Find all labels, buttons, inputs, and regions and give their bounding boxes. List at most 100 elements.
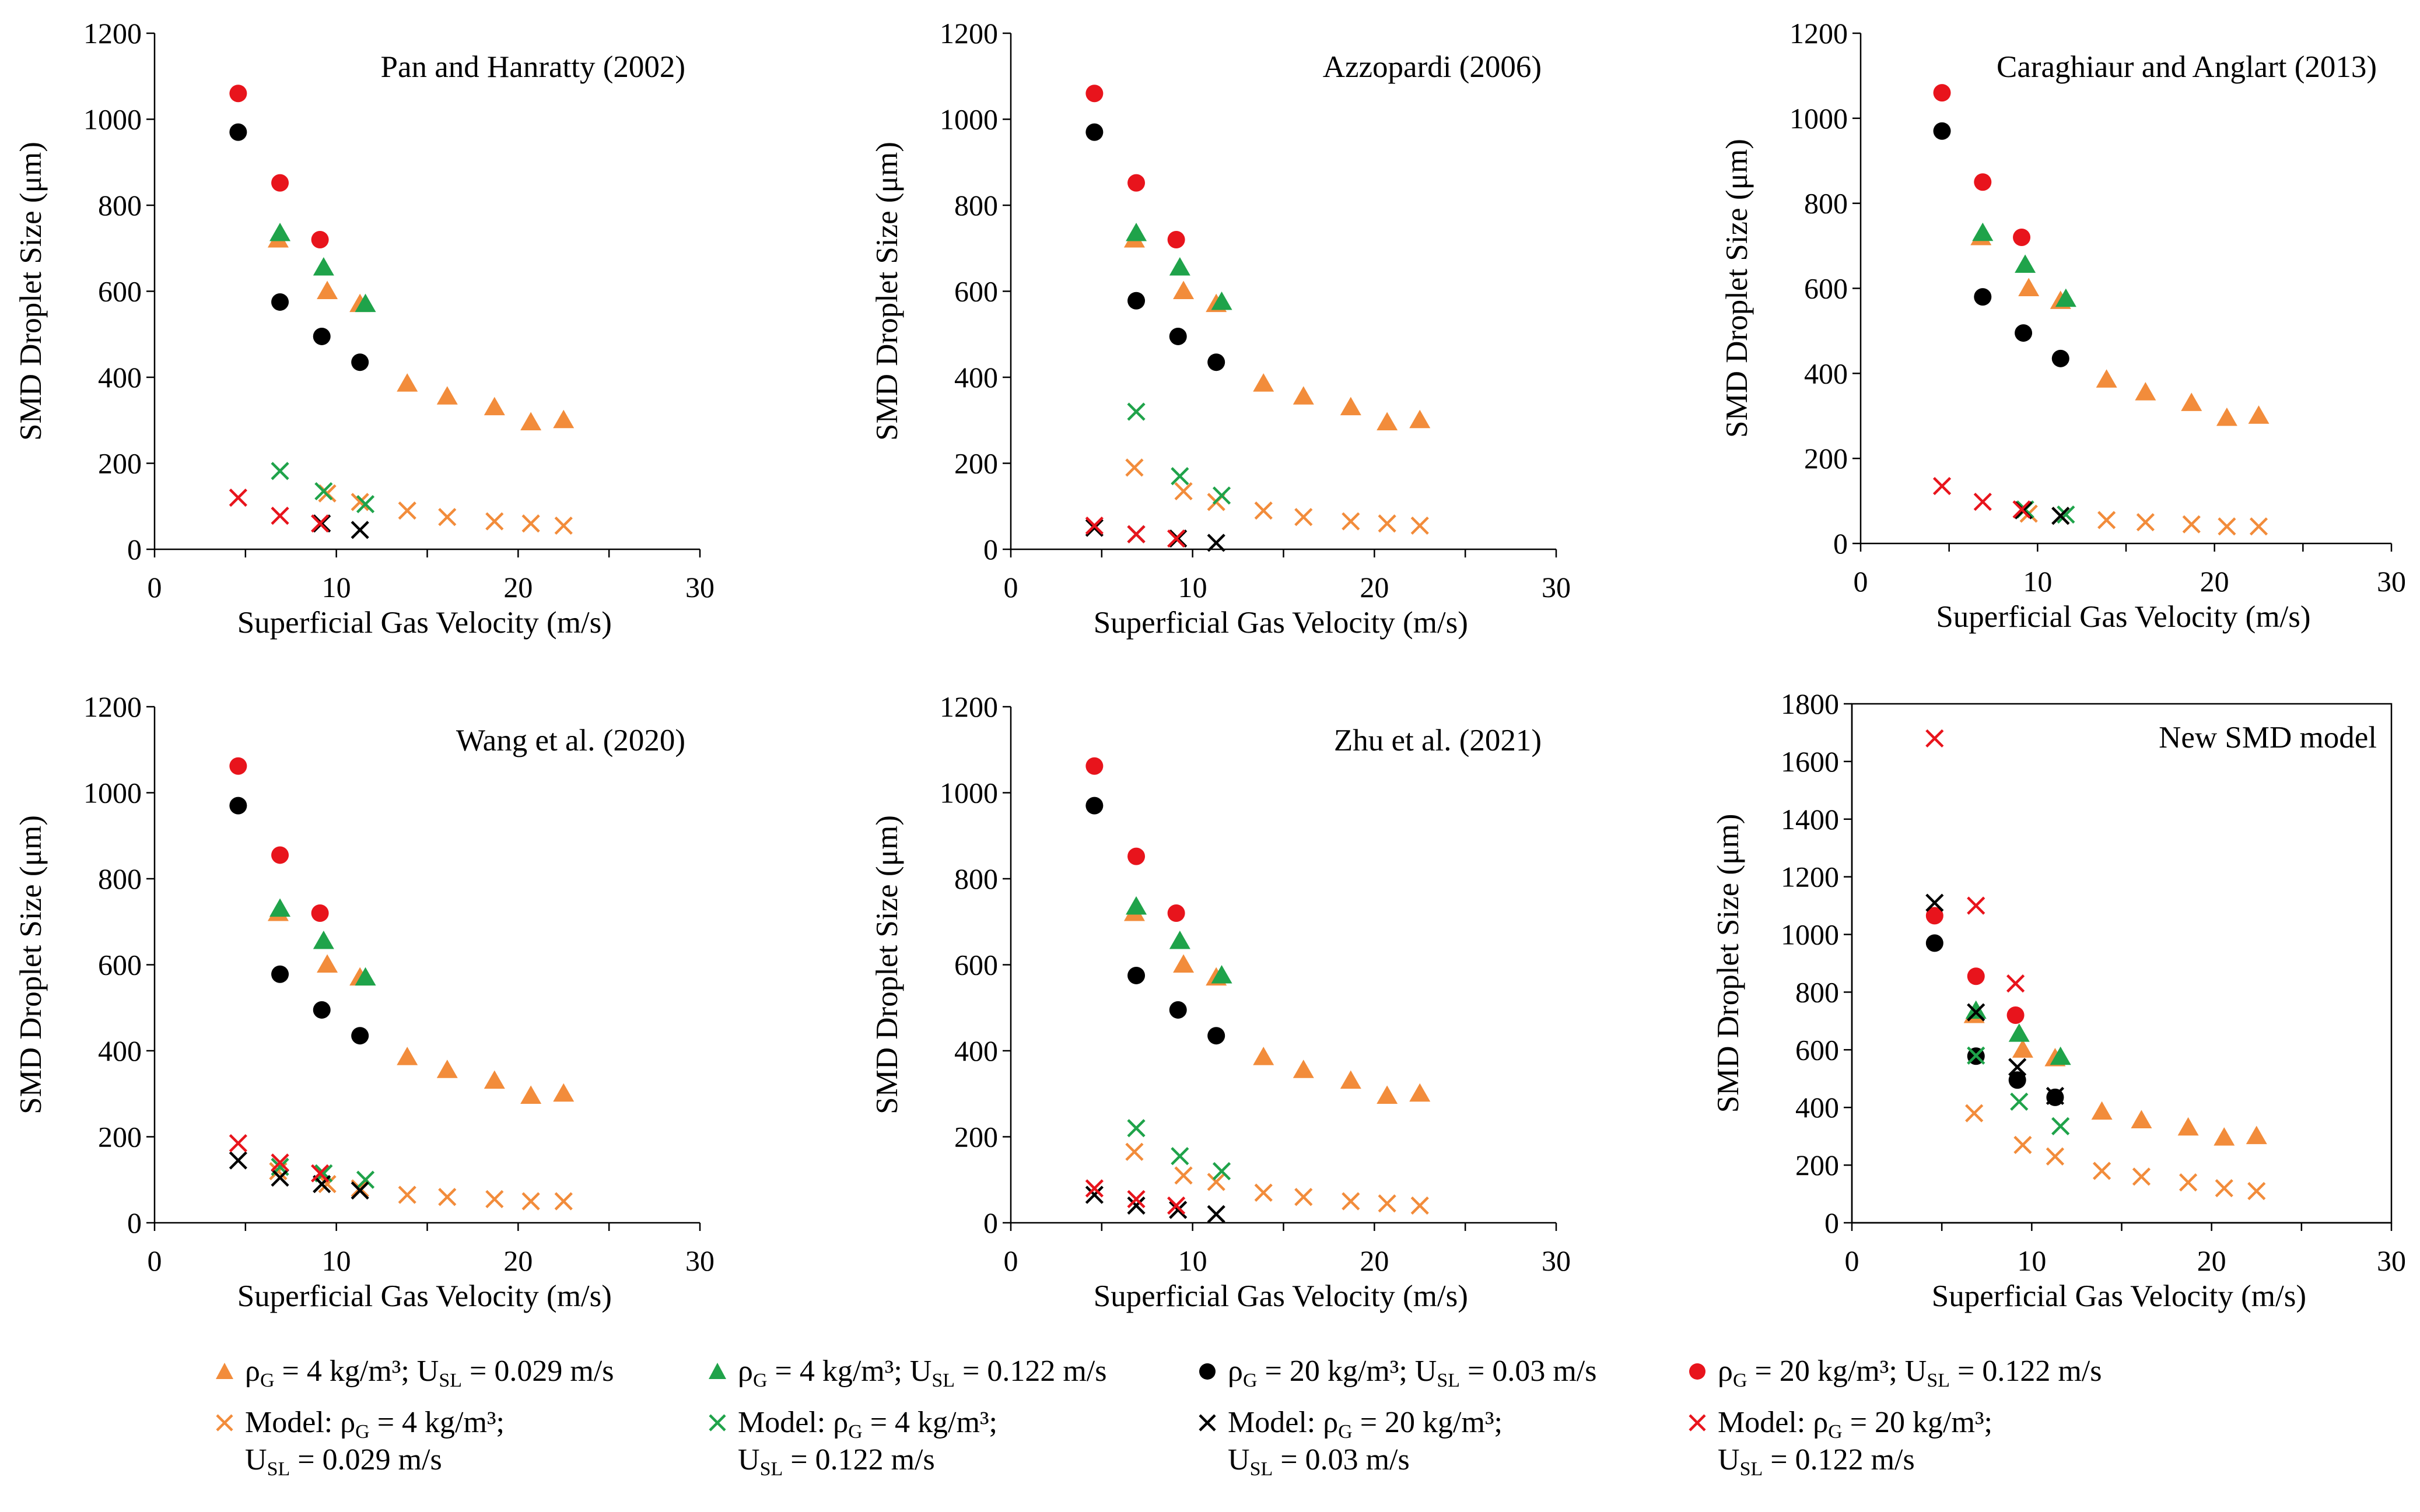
data-point-red_exp: [271, 174, 289, 192]
series-red_model: [229, 1134, 330, 1183]
data-point-orange_model: [1254, 1183, 1273, 1202]
data-point-orange_model: [1125, 458, 1144, 477]
data-point-red_exp: [271, 846, 289, 864]
data-point-orange_model: [554, 1192, 573, 1211]
axes-lines: [1010, 707, 1556, 1224]
data-point-red_model: [2006, 974, 2025, 993]
data-point-black_exp: [1169, 1001, 1187, 1019]
data-point-green_model: [1171, 1147, 1189, 1166]
x-axis-label: Superficial Gas Velocity (m/s): [1936, 600, 2310, 634]
data-point-red_model: [271, 506, 289, 525]
data-point-orange_exp: [1340, 397, 1361, 416]
x-axis-label: Superficial Gas Velocity (m/s): [1932, 1279, 2306, 1313]
data-point-black_model: [1169, 1201, 1188, 1219]
data-point-black_model: [1127, 1196, 1146, 1215]
legend-marker-triangle: [703, 1357, 738, 1386]
data-point-green_model: [314, 482, 333, 501]
series-green_exp: [269, 222, 376, 313]
data-point-orange_exp: [484, 397, 505, 416]
series-red_model: [1085, 1179, 1186, 1215]
series-red_exp: [1085, 85, 1185, 248]
y-tick-label: 800: [954, 189, 998, 222]
x-tick-label: 0: [148, 1244, 162, 1277]
data-point-red_exp: [2006, 1006, 2025, 1024]
x-tick-label: 10: [322, 1244, 351, 1277]
data-point-black_model: [1207, 534, 1225, 552]
series-red_model: [229, 488, 330, 533]
data-point-green_model: [1171, 467, 1189, 486]
y-tick-label: 800: [1795, 976, 1839, 1008]
data-point-orange_model: [1410, 516, 1429, 535]
x-axis-label: Superficial Gas Velocity (m/s): [237, 1279, 612, 1313]
series-green_model: [271, 462, 375, 514]
data-point-orange_model: [1342, 1192, 1360, 1211]
y-tick-label: 600: [98, 275, 142, 308]
legend-item: Model: ρG = 4 kg/m³; USL = 0.122 m/s: [703, 1404, 997, 1479]
data-point-green_exp: [355, 293, 376, 313]
series-black_exp: [1085, 123, 1225, 371]
data-point-red_model: [1085, 1179, 1104, 1198]
y-tick-label: 600: [954, 275, 998, 308]
series-black_exp: [229, 797, 369, 1045]
y-tick-label: 0: [1824, 1206, 1839, 1239]
data-point-green_exp: [313, 930, 334, 949]
legend-marker-cross: [210, 1408, 245, 1437]
data-point-black_model: [1925, 893, 1944, 912]
y-tick-label: 1400: [1781, 803, 1839, 836]
legend-item: Model: ρG = 4 kg/m³; USL = 0.029 m/s: [210, 1404, 505, 1479]
data-point-orange_model: [2013, 1135, 2032, 1155]
data-point-red_model: [1967, 896, 1985, 915]
data-point-black_exp: [1085, 797, 1104, 815]
legend-label: Model: ρG = 4 kg/m³; USL = 0.122 m/s: [738, 1406, 997, 1480]
data-point-orange_model: [2247, 1182, 2266, 1201]
panel-title: Pan and Hanratty (2002): [381, 50, 686, 84]
series-red_exp: [229, 757, 329, 922]
x-tick-label: 0: [148, 571, 162, 604]
data-point-green_model: [356, 494, 375, 514]
y-tick-label: 1000: [940, 777, 998, 809]
data-point-green_exp: [1126, 222, 1147, 241]
chart-panel-6: 0 200 400 600 800 1000 1200 1400 1600 1800 0 10 20 30…: [1711, 687, 2406, 1313]
data-point-black_model: [1967, 1003, 1985, 1022]
data-point-orange_exp: [317, 954, 338, 973]
series-green_exp: [1126, 896, 1232, 984]
y-tick-label: 600: [954, 949, 998, 981]
series-green_exp: [1965, 1000, 2071, 1065]
data-point-black_model: [2046, 1086, 2065, 1106]
series-black_exp: [1933, 122, 2069, 367]
data-point-green_exp: [1211, 291, 1232, 310]
data-point-orange_model: [2179, 1173, 2198, 1192]
data-point-orange_model: [1174, 482, 1193, 501]
data-point-orange_model: [2182, 515, 2201, 534]
legend-label: ρG = 4 kg/m³; USL = 0.122 m/s: [738, 1355, 1107, 1391]
data-point-orange_exp: [1293, 1060, 1314, 1078]
y-tick-label: 800: [954, 862, 998, 895]
data-point-black_exp: [1169, 327, 1187, 345]
data-point-green_model: [1212, 486, 1231, 505]
series-orange_model: [318, 484, 573, 535]
y-tick-label: 1000: [1789, 102, 1848, 135]
data-point-red_model: [229, 488, 247, 507]
series-green_exp: [1126, 222, 1232, 310]
data-point-orange_model: [351, 493, 369, 511]
y-tick-label: 200: [954, 1121, 998, 1153]
data-point-orange_exp: [553, 409, 575, 429]
series-orange_exp: [267, 903, 575, 1104]
data-point-orange_model: [438, 508, 457, 527]
data-point-orange_model: [485, 512, 504, 531]
data-point-orange_model: [2215, 1179, 2233, 1198]
data-point-orange_model: [351, 1179, 369, 1198]
data-point-green_model: [356, 1170, 375, 1189]
panel-title: Zhu et al. (2021): [1334, 724, 1542, 757]
data-point-green_exp: [269, 222, 291, 241]
data-point-orange_model: [398, 501, 416, 520]
series-black_model: [1925, 893, 2065, 1106]
series-red_exp: [1933, 84, 2031, 246]
series-black_model: [229, 1151, 369, 1200]
x-tick-label: 30: [685, 1244, 715, 1277]
y-tick-label: 1200: [940, 17, 998, 50]
legend-label: ρG = 4 kg/m³; USL = 0.029 m/s: [245, 1355, 614, 1391]
chart-panel-1: 0 200 400 600 800 1000 1200 0 10 20 30 Superficial …: [14, 17, 715, 640]
data-point-red_exp: [1167, 904, 1185, 922]
data-point-red_model: [1925, 729, 1944, 748]
